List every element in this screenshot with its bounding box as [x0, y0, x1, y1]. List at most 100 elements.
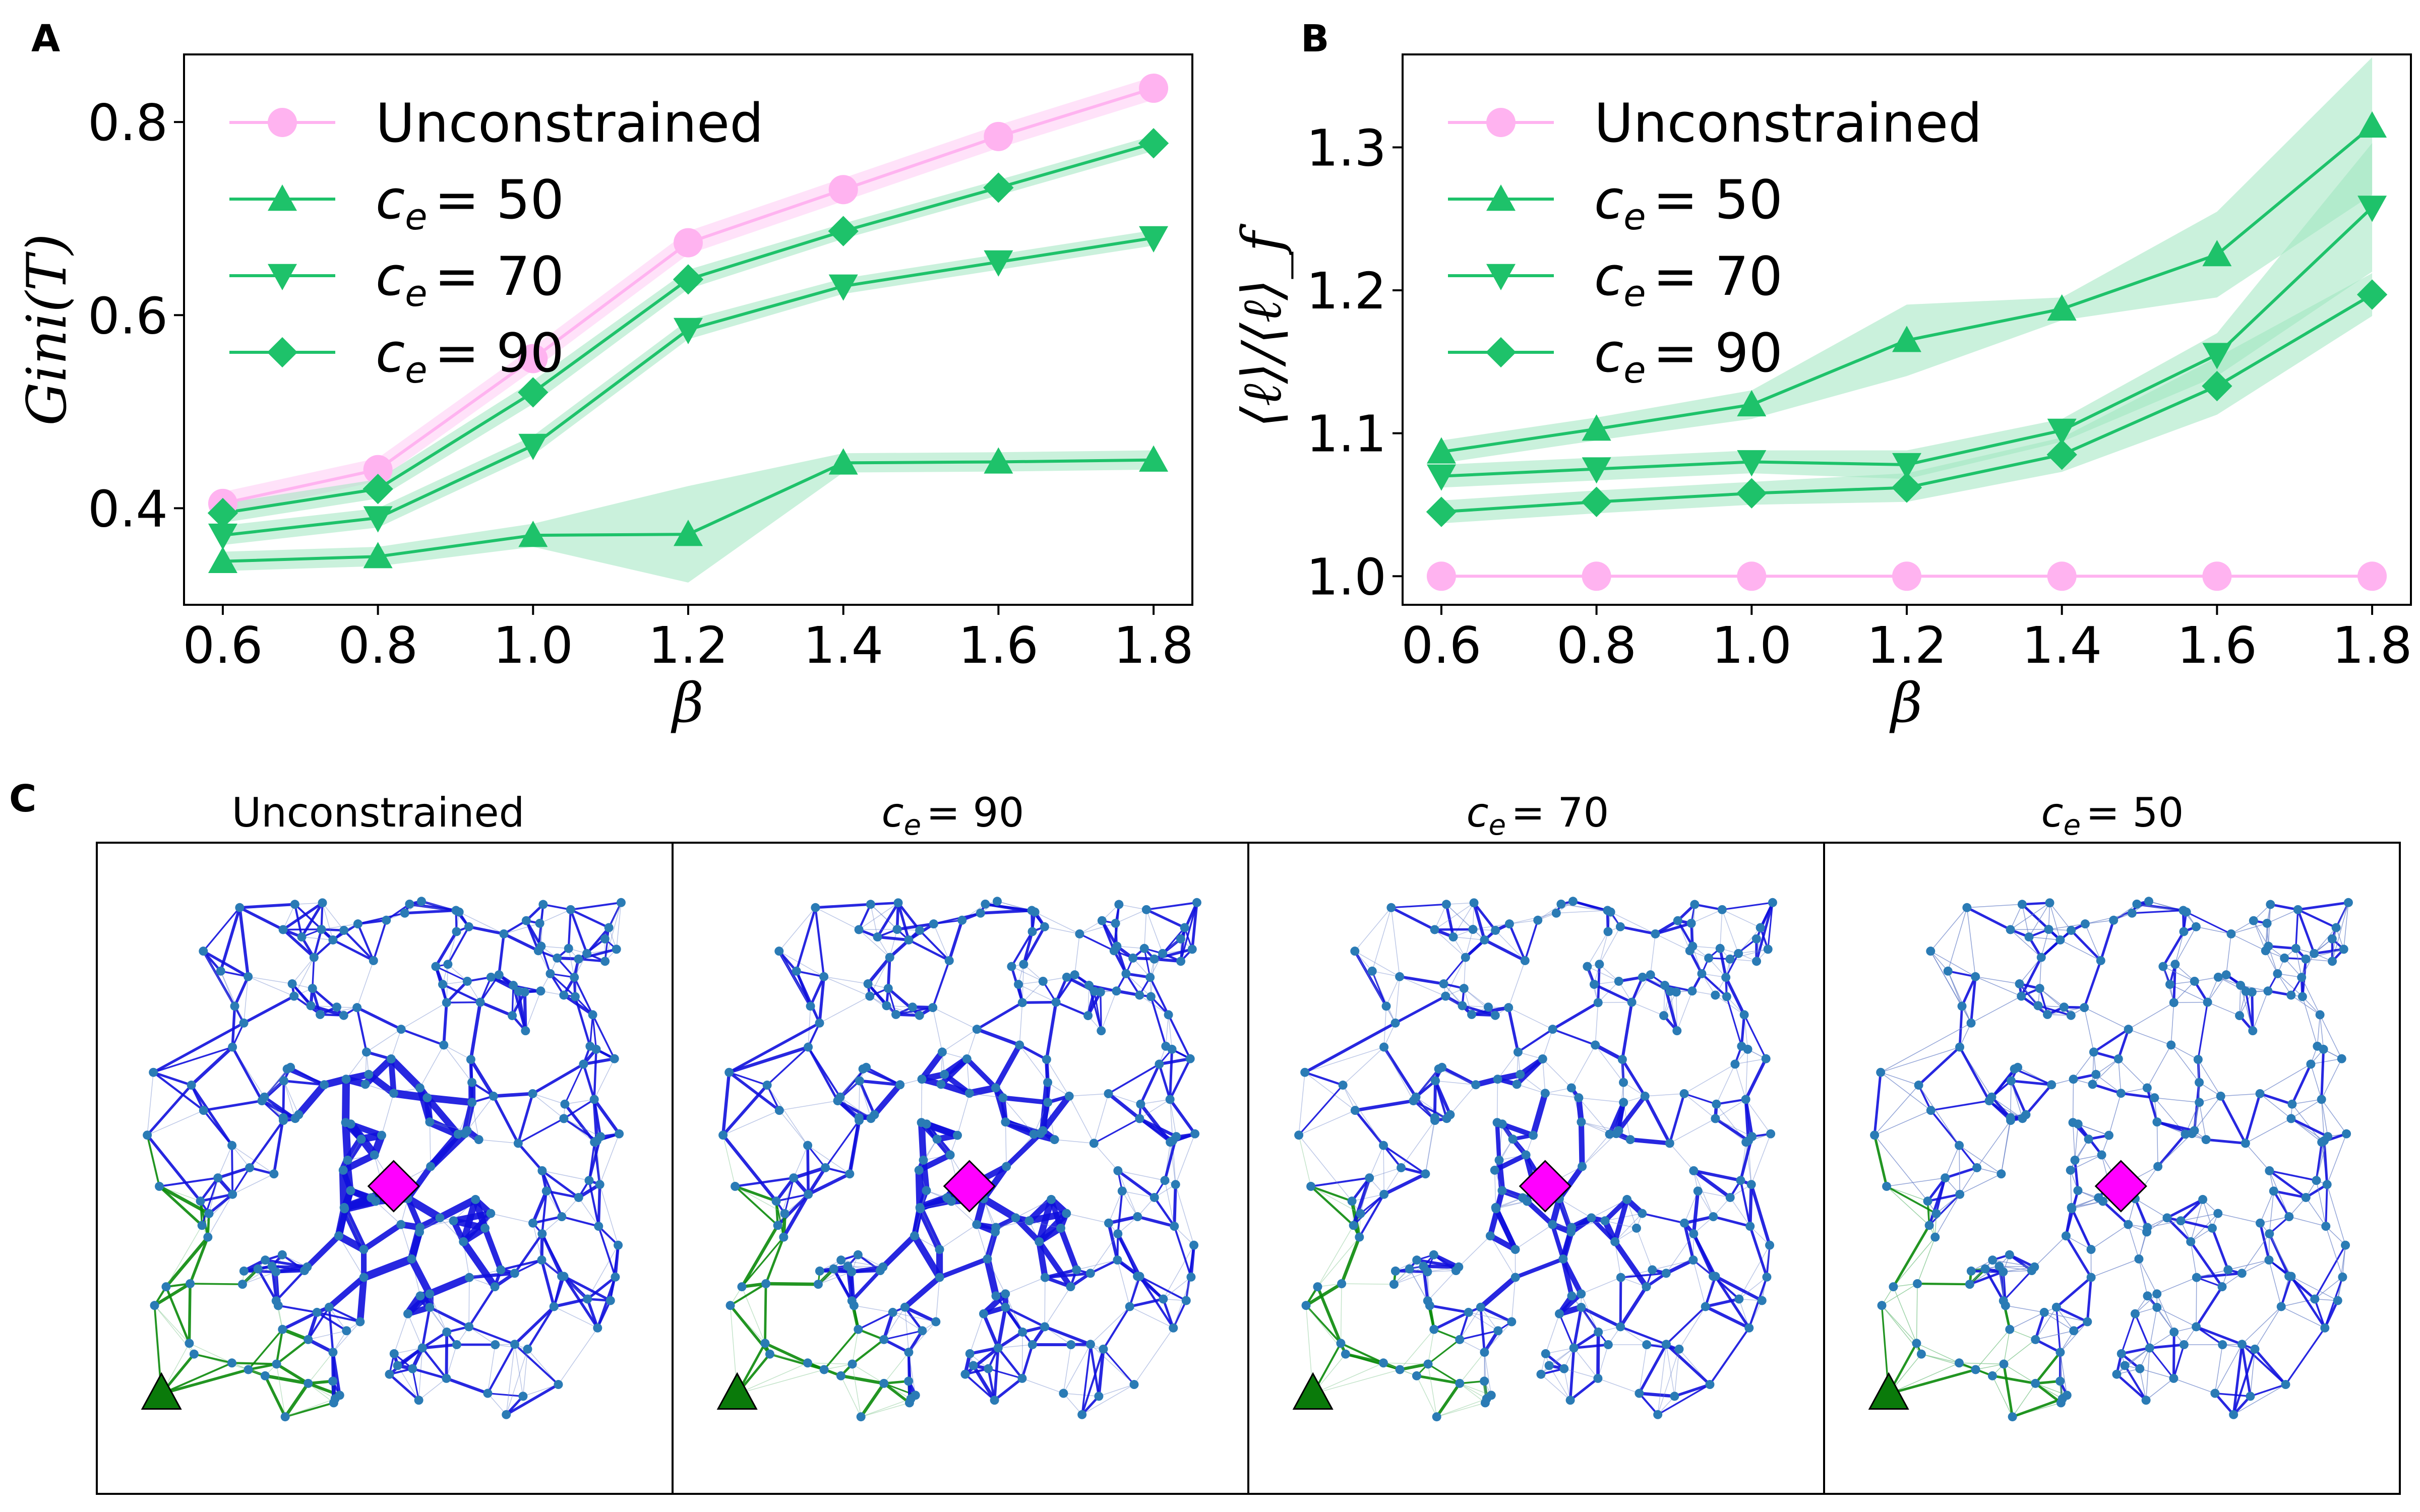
network-2-node-148: [1379, 1141, 1388, 1150]
network-2-edge-389: [1587, 966, 1619, 982]
network-0-edge-508: [388, 1056, 397, 1096]
network-3-node-188: [1962, 903, 1972, 912]
network-1-edge-533: [918, 1139, 938, 1171]
network-3-edge-558: [2230, 923, 2268, 934]
network-1-edge-613: [734, 1176, 795, 1188]
network-2-node-84: [1338, 1081, 1348, 1090]
network-2-edge-647: [1722, 909, 1739, 954]
network-1-edge-682: [976, 1224, 988, 1259]
network-1-node-31: [1070, 970, 1079, 980]
network-3-node-61: [2112, 1369, 2122, 1379]
network-2-edge-530: [1371, 971, 1396, 1024]
network-0-node-199: [559, 1272, 569, 1281]
network-3-edge-116: [2065, 1234, 2093, 1279]
network-2-node-10: [1765, 1240, 1775, 1250]
network-1-node-108: [789, 1173, 799, 1183]
network-2-edge-527: [1712, 1215, 1751, 1228]
network-0-node-108: [213, 1173, 223, 1183]
network-0-node-41: [393, 1361, 402, 1370]
network-1-node-18: [725, 1301, 735, 1310]
network-2-edge-574: [1495, 1201, 1528, 1210]
network-1-node-173: [1027, 1340, 1037, 1349]
network-2-node-188: [1386, 903, 1396, 912]
network-0-node-111: [467, 1098, 477, 1107]
network-0-node-42: [442, 1373, 451, 1383]
network-0-node-75: [204, 1209, 214, 1218]
network-2-edge-46: [1459, 1383, 1492, 1396]
network-0-edge-339: [419, 1044, 444, 1089]
network-0-edge-379: [424, 1094, 462, 1138]
network-2-edge-395: [1453, 936, 1485, 940]
network-2-edge-309: [1435, 1080, 1476, 1086]
network-2-node-160: [1569, 1343, 1579, 1353]
network-3-node-32: [2195, 1078, 2204, 1087]
network-2-edge-120: [1427, 1270, 1457, 1273]
network-3-edge-239: [1917, 1236, 1936, 1284]
network-3-edge-37: [2199, 1102, 2207, 1140]
network-3-edge-196: [2056, 1306, 2075, 1332]
network-0-node-16: [361, 1047, 371, 1057]
network-1-edge-678: [858, 902, 899, 930]
network-2-edge-38: [1628, 1137, 1672, 1146]
network-3-edge-549: [2195, 1325, 2244, 1346]
network-1-edge-420: [1102, 1348, 1135, 1385]
network-1-node-170: [1125, 1302, 1134, 1311]
network-3-edge-361: [2113, 904, 2138, 921]
network-1-edge-455: [1094, 1143, 1119, 1171]
network-3-edge-130: [2084, 1007, 2094, 1053]
chart-b-legend-marker-2: [1486, 264, 1516, 290]
network-1-node-113: [1113, 1229, 1123, 1238]
network-2-edge-567: [1394, 1266, 1424, 1285]
network-1-node-203: [883, 984, 893, 993]
network-0-edge-38: [478, 1139, 519, 1144]
network-0-edge-326: [207, 1192, 234, 1215]
network-2-edge-582: [1558, 1313, 1575, 1349]
network-0-node-148: [227, 1141, 237, 1150]
network-1-node-71: [1165, 1095, 1175, 1104]
network-2-edge-615: [1524, 919, 1539, 962]
network-2-edge-637: [1756, 927, 1761, 962]
network-2-edge-283: [1427, 1363, 1461, 1384]
network-0-edge-279: [582, 1057, 616, 1066]
network-1-node-23: [1159, 1294, 1168, 1304]
network-1-edge-556: [807, 1362, 853, 1365]
network-1-edge-683: [918, 1119, 927, 1164]
network-0-edge-458: [541, 1170, 590, 1181]
network-0-edge-199: [328, 1306, 334, 1354]
network-0-edge-155: [306, 1310, 319, 1342]
network-1-node-212: [1015, 1040, 1024, 1050]
network-3-edge-670: [2060, 939, 2101, 961]
network-1-node-177: [1038, 1126, 1048, 1136]
network-2-node-190: [1747, 1132, 1757, 1142]
network-0-node-45: [435, 1213, 445, 1223]
network-2-edge-423: [1709, 1327, 1750, 1386]
network-2-node-94: [1423, 1296, 1432, 1305]
network-1-edge-581: [996, 1330, 1024, 1350]
network-2-node-116: [1690, 900, 1700, 909]
network-1-edge-73: [869, 901, 899, 906]
network-3-node-162: [2080, 919, 2090, 929]
network-2-node-63: [1455, 1378, 1465, 1388]
network-0-node-206: [579, 1059, 588, 1069]
network-2-edge-661: [1676, 919, 1694, 948]
network-1-edge-196: [903, 1306, 924, 1332]
network-1-node-41: [969, 1361, 978, 1370]
network-0-node-21: [459, 1237, 468, 1246]
network-3-edge-555: [1992, 1259, 2035, 1268]
network-3-edge-273: [2039, 957, 2042, 989]
network-1-node-2: [1150, 954, 1159, 964]
network-3-node-46: [1923, 1196, 1932, 1206]
network-0-node-159: [339, 925, 349, 935]
network-0-node-37: [396, 1025, 406, 1034]
network-0-node-162: [353, 919, 362, 929]
network-3-edge-280: [2321, 1058, 2342, 1100]
network-3-edge-539: [2009, 1329, 2036, 1340]
network-2-edge-457: [1693, 1170, 1714, 1217]
network-3-sink-diamond-icon: [2094, 1160, 2147, 1213]
network-0-edge-603: [540, 1258, 556, 1308]
network-0-node-15: [290, 900, 299, 909]
network-0-edge-180: [532, 1093, 566, 1105]
network-0-edge-484: [408, 1255, 434, 1298]
chart-a-band-1: [222, 450, 1154, 583]
network-0-edge-462: [500, 1258, 543, 1271]
